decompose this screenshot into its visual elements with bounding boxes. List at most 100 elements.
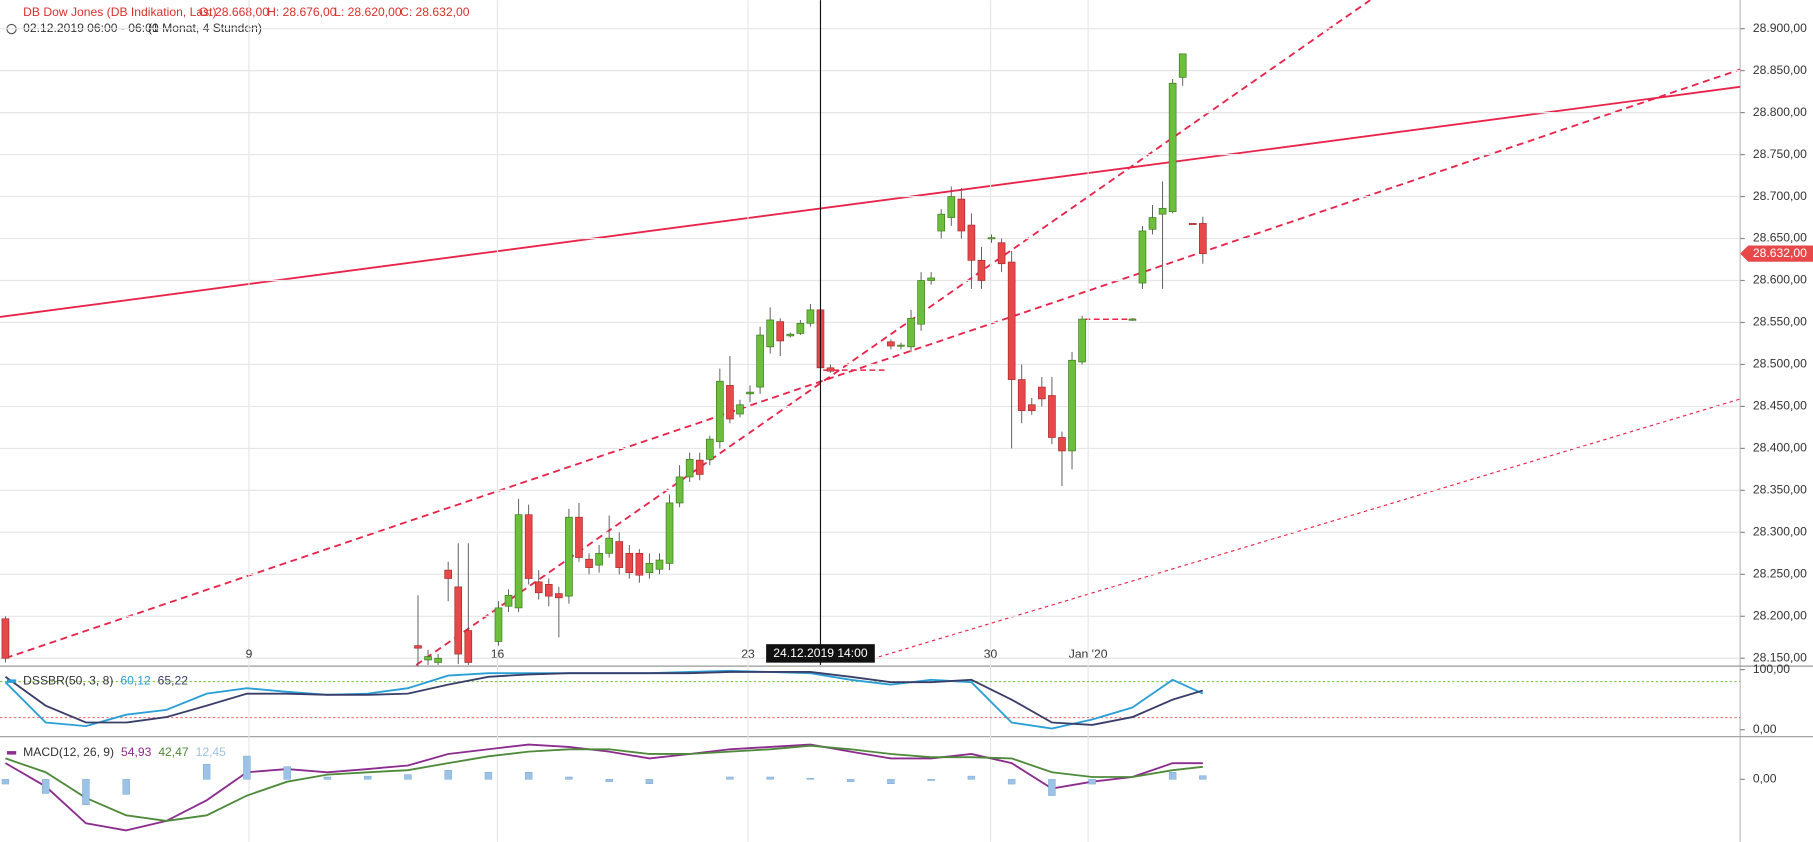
candle-body xyxy=(947,196,956,218)
candle-body xyxy=(635,552,644,576)
histogram-bar xyxy=(243,755,251,780)
y-tick-label: 28.200,00 xyxy=(1753,608,1807,622)
x-tick-label: 30 xyxy=(984,647,998,661)
histogram-bar xyxy=(82,779,90,805)
candle-body xyxy=(665,502,674,564)
candle-body xyxy=(897,344,905,347)
histogram-bar xyxy=(806,777,815,780)
y-tick-label: 28.350,00 xyxy=(1753,483,1807,497)
histogram-bar xyxy=(363,775,372,780)
trend-line xyxy=(5,68,1741,659)
indicator-title: MACD(12, 26, 9) xyxy=(23,745,114,759)
indicator-title: DSSBR(50, 3, 8) xyxy=(23,673,113,687)
y-tick-label: 100,00 xyxy=(1753,662,1790,676)
y-tick-label: 28.650,00 xyxy=(1753,231,1807,245)
histogram-bar xyxy=(524,772,533,780)
candle-body xyxy=(1168,82,1177,213)
indicator-line xyxy=(4,671,1204,726)
candle-body xyxy=(1158,207,1167,215)
histogram-bar xyxy=(846,779,855,782)
candle-body xyxy=(997,242,1006,265)
crosshair-label-box xyxy=(766,644,875,663)
candle-body xyxy=(675,476,684,504)
indicator-value: 60,12 xyxy=(120,673,151,687)
candle-body xyxy=(544,584,553,597)
ohlc-label: H: 28.676,00 xyxy=(267,5,337,19)
y-tick-label: 28.300,00 xyxy=(1753,525,1807,539)
candle-body xyxy=(1,618,10,659)
chart-title: DB Dow Jones (DB Indikation, Last) xyxy=(23,5,216,19)
trend-line xyxy=(878,398,1741,658)
y-tick-label: 28.400,00 xyxy=(1753,441,1807,455)
candle-body xyxy=(585,558,593,568)
histogram-bar xyxy=(41,779,50,794)
candle-body xyxy=(776,321,785,342)
candle-body xyxy=(1048,395,1056,438)
candle-body xyxy=(575,516,583,558)
candle-body xyxy=(927,277,935,281)
candle-body xyxy=(967,224,976,261)
histogram-bar xyxy=(927,779,935,781)
ohlc-label: L: 28.620,00 xyxy=(334,5,402,19)
histogram-bar xyxy=(484,772,493,780)
trend-lines xyxy=(0,0,1741,666)
candle-body xyxy=(695,459,704,475)
histogram-bar xyxy=(766,776,774,780)
y-tick-label: 28.250,00 xyxy=(1753,567,1807,581)
trend-line xyxy=(415,0,1371,666)
y-tick-label: 28.800,00 xyxy=(1753,105,1807,119)
candle-body xyxy=(1148,217,1157,230)
histogram-bar xyxy=(887,779,895,785)
last-price-label: 28.632,00 xyxy=(1753,246,1807,260)
y-tick-label: 0,00 xyxy=(1753,722,1777,736)
candle-body xyxy=(534,581,543,594)
candle-body xyxy=(957,198,966,232)
candle-body xyxy=(716,380,724,443)
candle-body xyxy=(736,404,744,415)
candle-body xyxy=(464,630,473,663)
candle-body xyxy=(786,333,795,337)
y-tick-label: 28.500,00 xyxy=(1753,357,1807,371)
candle-body xyxy=(1068,359,1076,452)
histogram-bar xyxy=(404,774,412,780)
y-tick-label: 28.600,00 xyxy=(1753,273,1807,287)
candle-body xyxy=(756,334,764,388)
histogram-bar xyxy=(122,779,130,795)
x-tick-label: Jan '20 xyxy=(1069,647,1108,661)
histogram-bar xyxy=(726,776,734,780)
candle-body xyxy=(1038,386,1046,400)
candle-body xyxy=(887,341,895,347)
histogram-bar xyxy=(202,764,211,780)
candle-body xyxy=(494,607,503,642)
histogram-bar xyxy=(1168,772,1177,780)
candle-body xyxy=(917,280,925,325)
ohlc-label: O: 28.668,00 xyxy=(199,5,269,19)
candle-body xyxy=(766,319,774,348)
candle-body xyxy=(605,537,613,554)
candle-body xyxy=(937,213,946,232)
histogram-bar xyxy=(1048,779,1056,796)
candle-body xyxy=(1007,261,1016,380)
candle-body xyxy=(705,438,714,460)
candle-body xyxy=(514,514,523,609)
indicator-value: 42,47 xyxy=(158,745,189,759)
y-tick-label: 28.900,00 xyxy=(1753,21,1807,35)
candle-body xyxy=(1138,230,1147,284)
candle-body xyxy=(1188,223,1197,225)
y-tick-label: 28.450,00 xyxy=(1753,399,1807,413)
candle-body xyxy=(826,367,835,372)
y-tick-label: 28.850,00 xyxy=(1753,63,1807,77)
histogram-bar xyxy=(1088,779,1096,785)
indicator-value: 12,45 xyxy=(196,745,227,759)
candle-body xyxy=(987,237,996,240)
candle-body xyxy=(414,645,422,649)
histogram-bar xyxy=(967,775,976,780)
candle-body xyxy=(625,552,634,573)
y-tick-label: 28.150,00 xyxy=(1753,650,1807,664)
candle-body xyxy=(555,593,563,599)
last-price-tag xyxy=(1740,245,1813,262)
candle-body xyxy=(806,309,815,324)
histogram-bar xyxy=(323,776,332,780)
